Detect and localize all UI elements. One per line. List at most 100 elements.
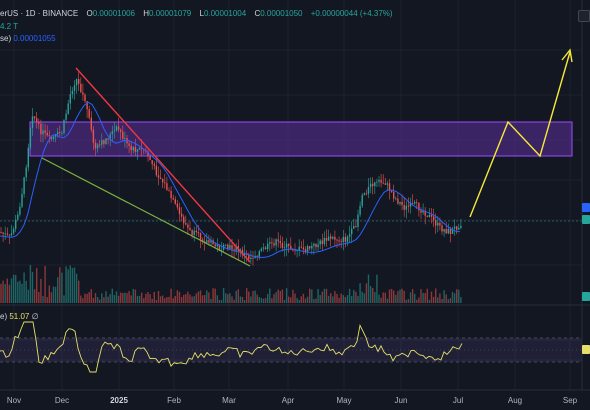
candle-body — [78, 79, 80, 84]
ohlc-legend: erUS · 1D · BINANCE O0.00001006 H0.00001… — [0, 9, 393, 18]
candle-body — [443, 229, 445, 232]
candle-body — [258, 250, 260, 257]
volume-bar — [405, 299, 407, 303]
candle-body — [372, 183, 374, 187]
candle-body — [252, 257, 254, 259]
volume-bar — [273, 294, 275, 303]
candle-body — [288, 243, 290, 246]
volume-bar — [424, 293, 426, 303]
volume-bar — [372, 287, 374, 303]
volume-bar — [445, 294, 447, 303]
volume-bar — [27, 289, 29, 303]
volume-bar — [73, 267, 76, 303]
candle-body — [23, 177, 25, 194]
volume-bar — [86, 293, 88, 303]
volume-bar — [44, 265, 46, 303]
volume-bar — [414, 293, 416, 303]
candle-body — [435, 220, 437, 226]
candle-body — [393, 192, 395, 199]
volume-bar — [388, 289, 391, 303]
candle-body — [128, 143, 130, 146]
candle-body — [90, 117, 92, 130]
candle-body — [447, 228, 449, 234]
volume-bar — [285, 288, 288, 303]
candle-body — [411, 202, 414, 204]
candle-body — [437, 222, 439, 226]
volume-bar — [113, 295, 116, 303]
candle-body — [336, 239, 338, 241]
candle-body — [183, 216, 185, 224]
candle-body — [271, 242, 273, 244]
green-trendline — [41, 157, 251, 267]
volume-bar — [294, 293, 296, 303]
volume-bar — [134, 289, 137, 303]
volume-bar — [111, 288, 113, 303]
candle-body — [369, 183, 372, 187]
candle-body — [25, 167, 27, 178]
volume-bar — [218, 299, 221, 303]
candle-body — [6, 233, 8, 235]
candle-body — [348, 234, 351, 237]
volume-bar — [33, 289, 36, 303]
candle-body — [31, 116, 34, 129]
candle-body — [191, 229, 193, 235]
volume-bar — [19, 280, 21, 303]
candle-body — [46, 132, 48, 136]
volume-bar — [164, 298, 166, 303]
candle-body — [101, 140, 103, 145]
volume-bar — [378, 294, 380, 303]
candle-body — [208, 240, 210, 243]
candle-body — [294, 250, 296, 252]
volume-bar — [281, 289, 284, 303]
volume-bar — [376, 274, 378, 303]
candle-body — [180, 213, 183, 217]
volume-bar — [204, 295, 206, 303]
candle-body — [332, 236, 334, 239]
candle-body — [27, 147, 29, 168]
volume-bar — [332, 296, 334, 303]
candle-body — [380, 179, 382, 183]
volume-bar — [67, 269, 69, 303]
candle-body — [365, 193, 368, 195]
volume-bar — [21, 283, 23, 303]
candle-body — [279, 241, 281, 244]
xaxis-label-feb: Feb — [167, 396, 181, 405]
volume-bar — [342, 295, 344, 303]
volume-bar — [109, 294, 111, 303]
volume-bar — [453, 293, 456, 303]
volume-bar — [187, 291, 189, 303]
projection-arrowhead — [561, 48, 573, 63]
candle-body — [124, 138, 126, 139]
xaxis-label-2025: 2025 — [110, 396, 128, 405]
volume-bar — [155, 299, 158, 303]
candle-body — [36, 118, 38, 122]
volume-bar — [80, 295, 82, 303]
volume-bars — [0, 265, 462, 303]
volume-bar — [330, 293, 332, 303]
candle-body — [63, 119, 65, 134]
volume-bar — [290, 297, 292, 303]
volume-bar — [54, 286, 57, 303]
candle-body — [218, 244, 221, 251]
xaxis-label-apr: Apr — [281, 396, 295, 405]
price-badge-volume — [582, 292, 590, 301]
candle-body — [325, 237, 328, 241]
volume-bar — [393, 290, 395, 303]
chart-settings-button[interactable] — [578, 10, 590, 22]
visibility-icon[interactable]: ∅ — [31, 312, 39, 321]
candle-body — [361, 195, 363, 206]
volume-bar — [435, 288, 437, 303]
volume-bar — [346, 295, 349, 303]
candle-body — [426, 215, 428, 217]
volume-bar — [71, 267, 74, 303]
volume-bar — [227, 294, 229, 303]
price-badge-rsi — [582, 345, 590, 354]
candle-body — [132, 147, 134, 151]
volume-bar — [166, 297, 168, 303]
candle-body — [451, 228, 454, 234]
volume-bar — [40, 278, 42, 303]
candle-body — [403, 204, 405, 210]
volume-bar — [447, 299, 449, 303]
volume-bar — [138, 295, 141, 303]
